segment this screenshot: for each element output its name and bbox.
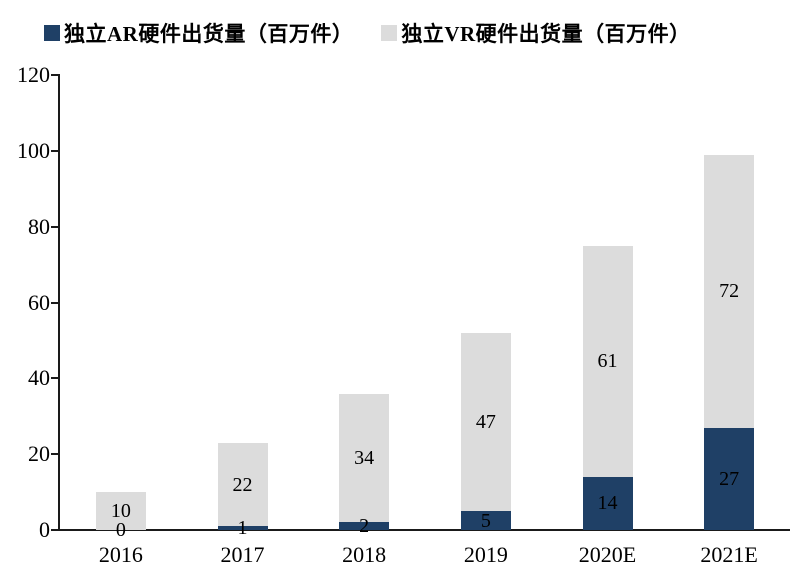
y-axis-line [58, 74, 60, 531]
y-axis-tick [51, 377, 58, 380]
bar-value-label: 5 [480, 509, 491, 532]
legend-item-ar: 独立AR硬件出货量（百万件） [44, 18, 353, 48]
bar-segment-ar [339, 522, 390, 530]
bar-segment-vr [217, 442, 268, 527]
bar-segment-ar [217, 526, 268, 530]
y-tick-label: 60 [28, 289, 50, 315]
bar-value-label: 10 [110, 500, 131, 523]
bar-segment-vr [339, 393, 390, 523]
bar-value-label: 47 [475, 410, 496, 433]
bar-value-label: 34 [354, 446, 375, 469]
x-category-label: 2016 [98, 542, 143, 567]
bar-value-label: 2 [359, 515, 370, 538]
bar-value-label: 22 [232, 473, 253, 496]
legend-swatch-vr-icon [381, 25, 398, 41]
legend-item-vr: 独立VR硬件出货量（百万件） [381, 18, 690, 48]
bar-value-label: 1 [237, 517, 248, 540]
y-axis-tick [51, 301, 58, 304]
legend-label-vr: 独立VR硬件出货量（百万件） [401, 22, 691, 46]
bar-segment-ar [704, 427, 755, 530]
bar-value-label: 14 [597, 492, 618, 515]
legend-swatch-ar-icon [44, 25, 60, 41]
bar-value-label: 61 [597, 350, 618, 373]
y-axis-tick [51, 149, 58, 152]
x-category-label: 2019 [463, 542, 508, 567]
bar-segment-ar [460, 511, 511, 530]
bar-segment-vr [460, 332, 511, 512]
x-category-label: 2021E [700, 542, 758, 567]
y-tick-label: 20 [28, 441, 50, 467]
x-category-label: 2018 [342, 542, 387, 567]
y-axis-tick [51, 74, 58, 76]
bar-segment-vr [582, 245, 633, 477]
y-tick-label: 80 [28, 213, 50, 239]
x-category-label: 2017 [220, 542, 265, 567]
bar-segment-ar [582, 476, 633, 530]
x-axis-line [58, 529, 790, 531]
y-tick-label: 120 [17, 62, 50, 87]
bar-value-label: 27 [719, 467, 740, 490]
y-axis-tick [51, 529, 58, 531]
y-axis-tick [51, 453, 58, 456]
bar-segment-vr [704, 154, 755, 428]
bar-segment-vr [95, 492, 146, 530]
legend-label-ar: 独立AR硬件出货量（百万件） [64, 22, 354, 46]
x-category-label: 2020E [578, 542, 637, 567]
y-tick-label: 0 [39, 517, 50, 542]
bar-value-label: 72 [719, 280, 740, 303]
bar-value-label: 0 [115, 519, 126, 541]
y-tick-label: 100 [17, 137, 50, 163]
y-axis-tick [51, 225, 58, 228]
chart-legend: 独立AR硬件出货量（百万件） 独立VR硬件出货量（百万件） [44, 18, 691, 48]
y-tick-label: 40 [28, 365, 50, 391]
